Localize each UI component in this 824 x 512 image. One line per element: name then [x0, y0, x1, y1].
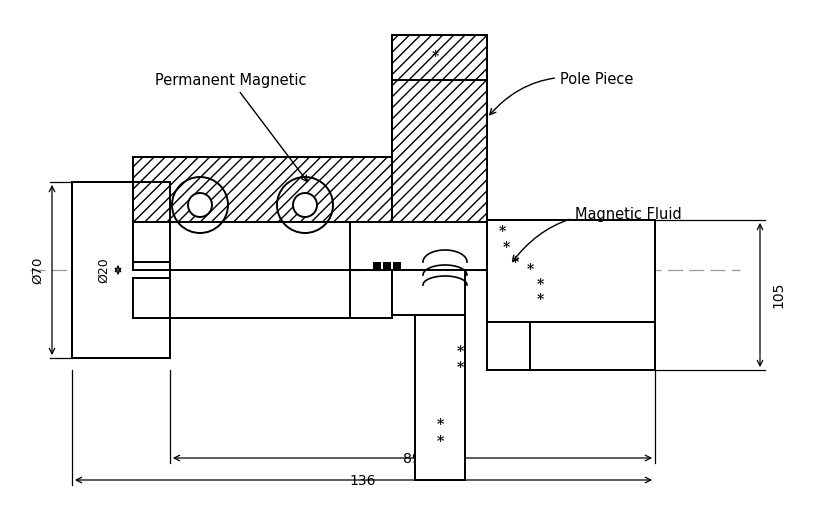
- Bar: [72, 182, 170, 358]
- Text: Permanent Magnetic: Permanent Magnetic: [155, 73, 307, 182]
- Text: Ø20: Ø20: [97, 257, 110, 283]
- Text: *: *: [527, 263, 534, 277]
- Text: *: *: [432, 50, 438, 64]
- Bar: [373, 262, 381, 270]
- Bar: [392, 270, 465, 315]
- Text: *: *: [536, 278, 544, 292]
- Text: Pole Piece: Pole Piece: [489, 73, 634, 115]
- Text: 89: 89: [403, 452, 421, 466]
- Bar: [530, 322, 655, 370]
- Text: Magnetic Fluid: Magnetic Fluid: [513, 207, 681, 262]
- Text: *: *: [536, 293, 544, 307]
- Circle shape: [293, 193, 317, 217]
- Bar: [170, 222, 350, 318]
- Bar: [133, 157, 392, 222]
- Text: 136: 136: [349, 474, 377, 488]
- Text: *: *: [437, 435, 443, 449]
- Bar: [383, 262, 391, 270]
- Circle shape: [188, 193, 212, 217]
- Text: *: *: [456, 345, 464, 359]
- Bar: [415, 315, 465, 480]
- Text: *: *: [437, 418, 443, 432]
- Text: Ø70: Ø70: [31, 257, 44, 284]
- Bar: [487, 220, 655, 322]
- Bar: [392, 80, 487, 270]
- Bar: [393, 262, 401, 270]
- Text: *: *: [456, 361, 464, 375]
- Text: *: *: [499, 225, 506, 239]
- Bar: [392, 35, 487, 80]
- Text: *: *: [503, 241, 509, 255]
- Text: 105: 105: [771, 282, 785, 308]
- Text: *: *: [512, 256, 518, 270]
- Bar: [350, 222, 487, 270]
